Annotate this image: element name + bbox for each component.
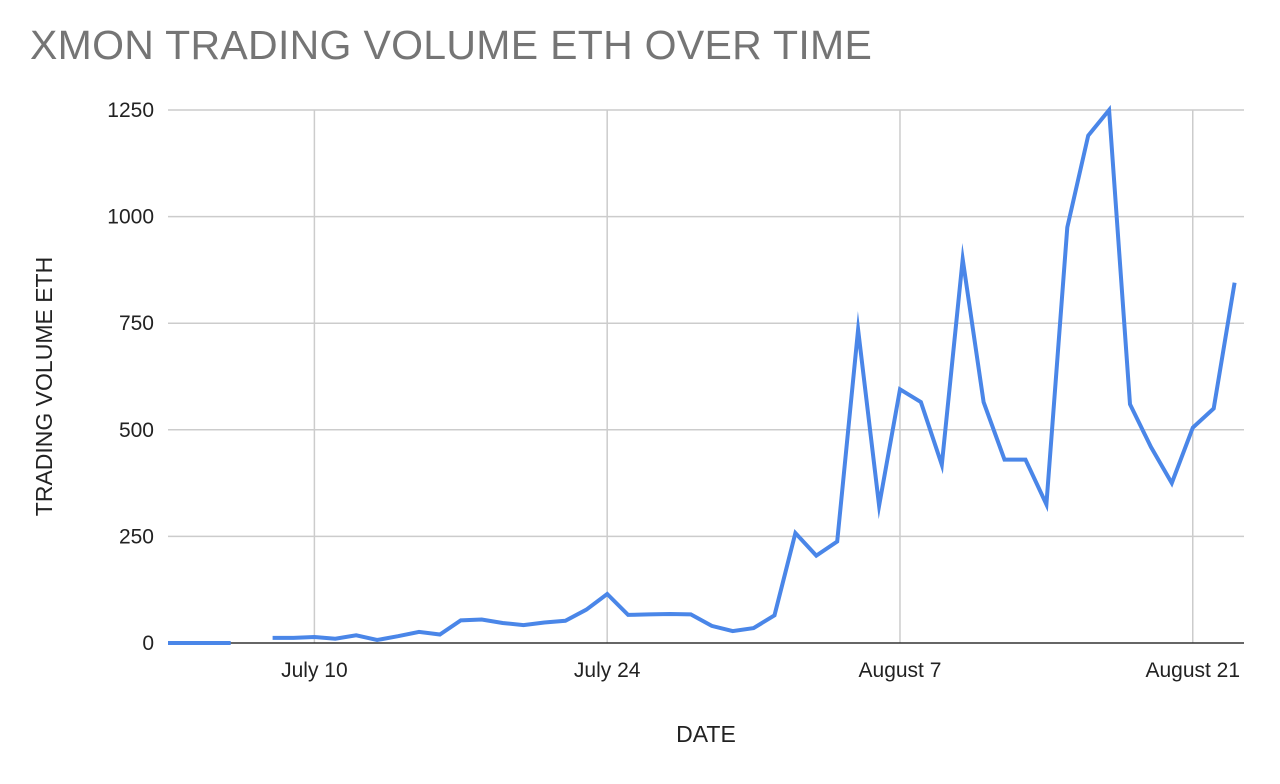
y-axis-title: TRADING VOLUME ETH [31, 257, 57, 516]
x-axis-title: DATE [676, 721, 736, 747]
y-tick-label: 750 [119, 312, 154, 335]
series-line [272, 104, 1237, 643]
x-axis-tick-labels: July 10 July 24 August 7 August 21 [281, 659, 1240, 682]
y-tick-label: 1250 [107, 99, 154, 122]
vertical-gridlines [313, 110, 1194, 643]
y-tick-label: 0 [142, 632, 154, 655]
y-axis-tick-labels: 0 250 500 750 1000 1250 [107, 99, 154, 655]
chart-title: XMON TRADING VOLUME ETH OVER TIME [30, 22, 873, 68]
y-tick-label: 500 [119, 419, 154, 442]
x-tick-label: August 21 [1145, 659, 1240, 682]
data-series [168, 104, 1237, 645]
x-tick-label: July 10 [281, 659, 348, 682]
horizontal-gridlines [168, 109, 1244, 538]
x-tick-label: July 24 [574, 659, 641, 682]
x-tick-label: August 7 [859, 659, 942, 682]
y-tick-label: 250 [119, 525, 154, 548]
y-tick-label: 1000 [107, 206, 154, 229]
